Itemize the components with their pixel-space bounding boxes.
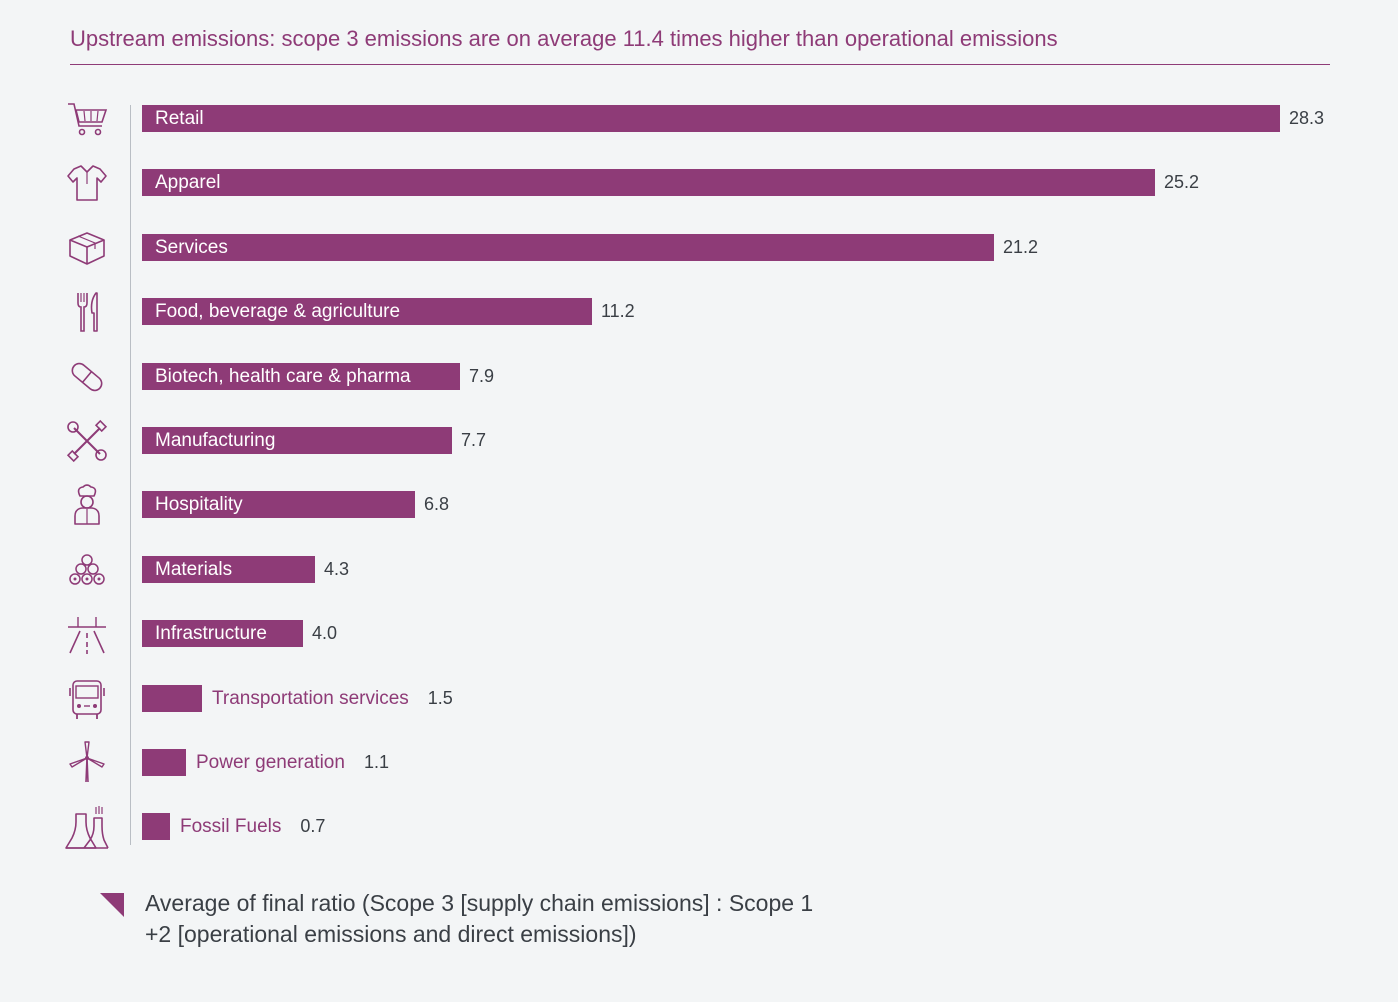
value-label: 1.5 [427,688,453,708]
value-label: 7.7 [461,430,487,450]
chef-icon [64,482,110,528]
category-label: Services [155,237,228,258]
shirt-icon [64,160,110,206]
bar-retail [142,105,1280,132]
wind-turbine-icon [64,740,110,786]
bar-food-beverage-agriculture [142,298,592,325]
category-label: Fossil Fuels [180,816,282,837]
bar-infrastructure [142,620,303,647]
bar-apparel [142,169,1155,196]
category-label: Retail [155,108,204,129]
value-label: 0.7 [300,816,326,836]
fork-knife-icon [64,289,110,335]
logs-icon [64,547,110,593]
value-label: 7.9 [469,366,495,386]
value-label: 21.2 [1003,237,1039,257]
bar-chart: Retail 28.3 Apparel 25.2 Services 21.2 Food, b… [64,96,1325,850]
category-axis-line [130,105,131,845]
category-label: Manufacturing [155,430,276,451]
category-label: Hospitality [155,494,243,515]
bar-services [142,234,994,261]
value-label: 25.2 [1164,172,1200,192]
value-label: 6.8 [424,494,450,514]
category-label: Materials [155,559,233,580]
value-label: 1.1 [363,752,389,772]
legend-marker [100,893,124,917]
value-label: 4.3 [324,559,350,579]
legend-text: Average of final ratio (Scope 3 [supply … [145,890,814,947]
category-label: Biotech, health care & pharma [155,366,411,387]
bar-power-generation [142,749,186,776]
bar-fossil-fuels [142,813,170,840]
category-label: Transportation services [212,688,409,709]
category-label: Food, beverage & agriculture [155,301,401,322]
box-icon [64,225,110,271]
category-label: Power generation [196,752,345,773]
pill-icon [64,354,110,400]
bar-hospitality [142,491,415,518]
title-divider [70,64,1330,65]
bus-icon [64,676,110,722]
shopping-cart-icon [64,96,110,142]
category-label: Apparel [155,172,221,193]
tools-icon [64,418,110,464]
value-label: 4.0 [312,623,338,643]
bar-transportation-services [142,685,202,712]
bar-materials [142,556,315,583]
chart-title: Upstream emissions: scope 3 emissions ar… [70,26,1058,51]
bar-biotech-health-care-pharma [142,363,460,390]
category-label: Infrastructure [155,623,267,644]
refinery-icon [64,804,110,850]
road-icon [64,611,110,657]
value-label: 11.2 [601,301,635,321]
value-label: 28.3 [1289,108,1325,128]
bar-manufacturing [142,427,452,454]
